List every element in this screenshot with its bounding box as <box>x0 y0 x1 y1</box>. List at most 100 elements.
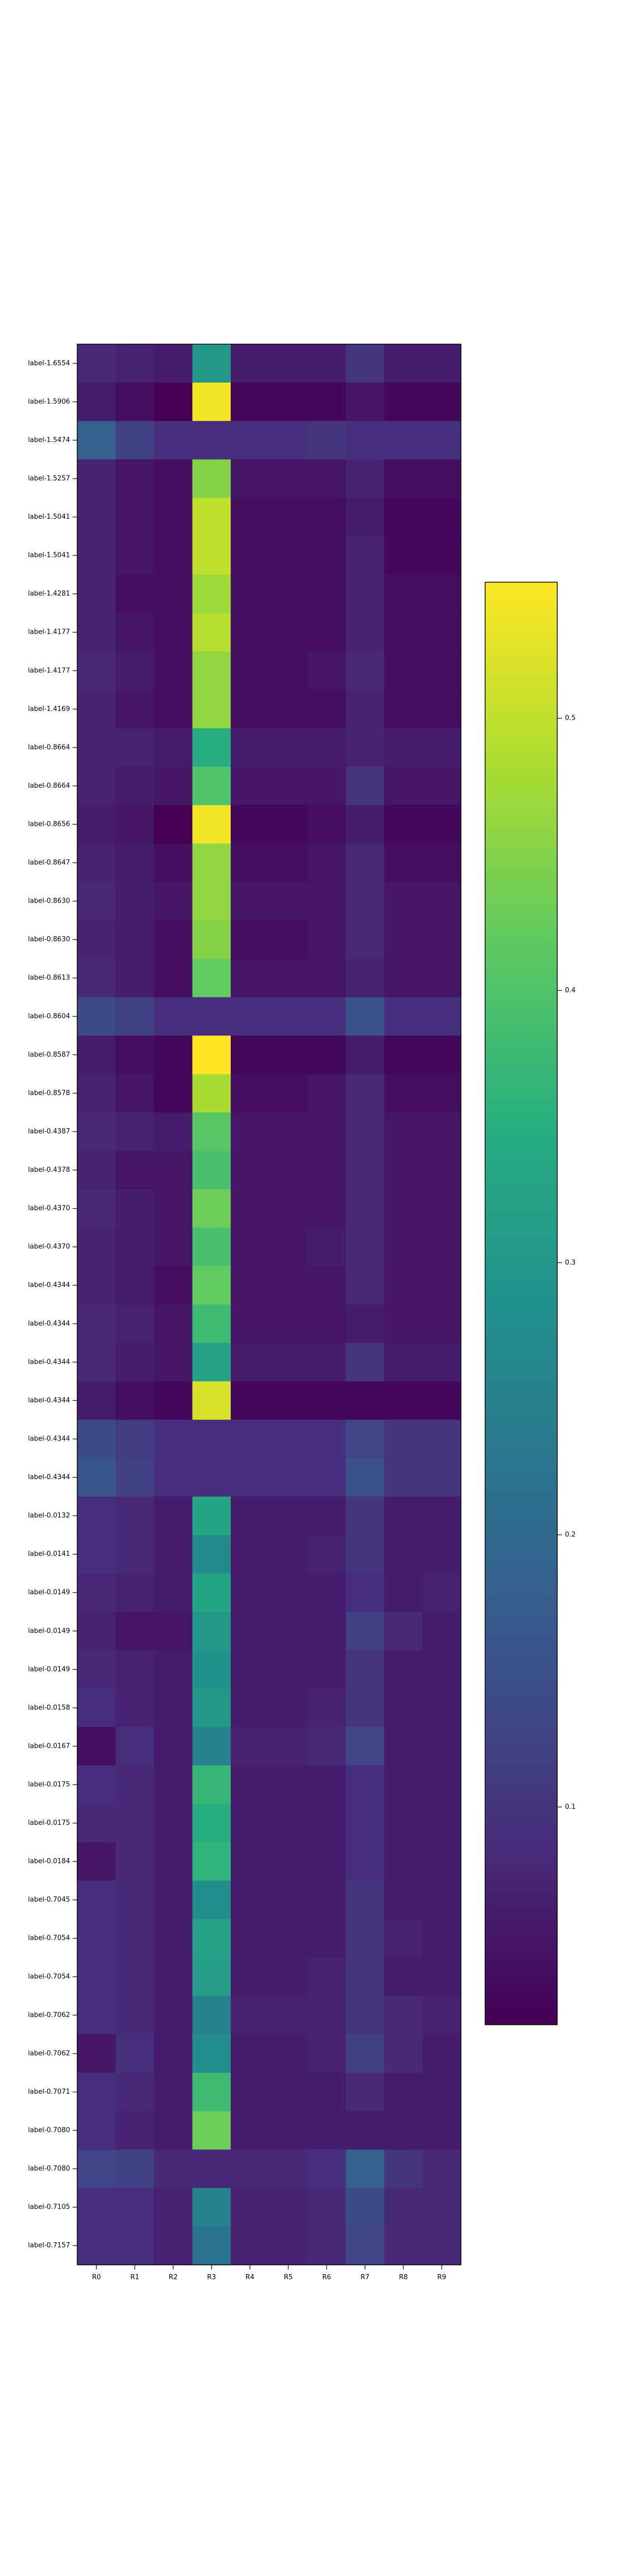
y-tick-label: label-0.0141 <box>28 1550 70 1558</box>
heatmap-cell <box>154 690 193 729</box>
heatmap-cell <box>115 1919 154 1958</box>
y-tick-label: label-0.7080 <box>28 2165 70 2173</box>
heatmap-cell <box>346 1612 385 1651</box>
heatmap-cell <box>346 1765 385 1804</box>
heatmap-cell <box>115 1150 154 1190</box>
heatmap-cell <box>154 1150 193 1190</box>
heatmap-cell <box>192 613 231 652</box>
heatmap-cell <box>154 613 193 652</box>
heatmap-cell <box>77 1227 116 1267</box>
heatmap-cell <box>192 1880 231 1920</box>
heatmap-cell <box>192 1381 231 1420</box>
heatmap-cell <box>346 805 385 844</box>
heatmap-cell <box>192 2149 231 2189</box>
heatmap-cell <box>231 498 270 537</box>
heatmap-cell <box>77 536 116 575</box>
heatmap-cell <box>346 1842 385 1881</box>
heatmap-cell <box>77 344 116 383</box>
y-tick-label: label-0.8613 <box>28 974 70 982</box>
heatmap-cell <box>115 805 154 844</box>
heatmap-cell <box>346 1419 385 1459</box>
heatmap-cell <box>384 1227 423 1267</box>
heatmap-cell <box>192 2188 231 2227</box>
heatmap-cell <box>269 1957 308 1996</box>
heatmap-cell <box>307 1496 347 1535</box>
heatmap-cell <box>77 882 116 921</box>
heatmap-cell <box>154 843 193 883</box>
y-tick-label: label-0.0132 <box>28 1512 70 1520</box>
heatmap-cell <box>422 651 461 690</box>
heatmap-cell <box>384 1112 423 1151</box>
heatmap-cell <box>422 574 461 614</box>
heatmap-cell <box>231 1573 270 1613</box>
heatmap-cell <box>307 1458 347 1497</box>
heatmap-cell <box>231 1381 270 1420</box>
heatmap-cell <box>307 1804 347 1843</box>
heatmap-cell <box>115 2188 154 2227</box>
heatmap-cell <box>154 2226 193 2265</box>
heatmap-cell <box>422 2073 461 2112</box>
heatmap-cell <box>384 690 423 729</box>
heatmap-cell <box>115 1842 154 1881</box>
heatmap-cell <box>192 767 231 806</box>
heatmap-cell <box>269 920 308 959</box>
heatmap-cell <box>307 1573 347 1613</box>
heatmap-cell <box>115 1189 154 1228</box>
heatmap-cell <box>307 1842 347 1881</box>
heatmap-cell <box>231 2111 270 2150</box>
heatmap-cell <box>154 1612 193 1651</box>
heatmap-cell <box>77 651 116 690</box>
heatmap-cell <box>422 920 461 959</box>
heatmap-cell <box>192 958 231 998</box>
x-tick-label: R5 <box>284 2274 293 2281</box>
heatmap-cell <box>231 574 270 614</box>
heatmap-cell <box>307 2034 347 2073</box>
heatmap-cell <box>307 1612 347 1651</box>
heatmap-cell <box>422 1842 461 1881</box>
y-tick-label: label-0.8656 <box>28 821 70 828</box>
y-tick-label: label-1.6554 <box>28 360 70 367</box>
heatmap-cell <box>346 1535 385 1574</box>
heatmap-cell <box>307 1381 347 1420</box>
heatmap-cell <box>154 882 193 921</box>
heatmap-cell <box>154 1343 193 1382</box>
heatmap-cell <box>192 459 231 498</box>
y-tick-label: label-0.0158 <box>28 1704 70 1711</box>
heatmap-cell <box>154 1074 193 1113</box>
heatmap-cell <box>77 767 116 806</box>
heatmap-cell <box>384 1496 423 1535</box>
heatmap-cell <box>192 382 231 421</box>
heatmap-cell <box>115 1996 154 2035</box>
heatmap-cell <box>115 690 154 729</box>
heatmap-cell <box>384 997 423 1036</box>
heatmap-cell <box>192 1112 231 1151</box>
heatmap-cell <box>269 1765 308 1804</box>
heatmap-cell <box>77 2073 116 2112</box>
heatmap-cell <box>192 1150 231 1190</box>
heatmap-cell <box>384 1419 423 1459</box>
heatmap-cell <box>192 1612 231 1651</box>
heatmap-cell <box>115 767 154 806</box>
heatmap-cell <box>269 805 308 844</box>
heatmap-cell <box>346 1727 385 1766</box>
heatmap-cell <box>422 1458 461 1497</box>
heatmap-cell <box>269 1343 308 1382</box>
heatmap-cell <box>154 344 193 383</box>
heatmap-cell <box>269 2034 308 2073</box>
heatmap-cell <box>154 1381 193 1420</box>
heatmap-cell <box>269 1727 308 1766</box>
heatmap-cell <box>422 459 461 498</box>
heatmap-cell <box>384 1266 423 1305</box>
colorbar-tick-label: 0.2 <box>565 1531 576 1539</box>
heatmap-cell <box>346 997 385 1036</box>
heatmap-cell <box>115 1573 154 1613</box>
heatmap-cell <box>115 1727 154 1766</box>
heatmap-cell <box>192 1688 231 1727</box>
y-tick-label: label-0.4344 <box>28 1320 70 1328</box>
heatmap-cell <box>231 2226 270 2265</box>
heatmap-cell <box>77 1842 116 1881</box>
y-tick-label: label-0.7062 <box>28 2011 70 2019</box>
heatmap-cell <box>154 1227 193 1267</box>
heatmap-cell <box>307 2188 347 2227</box>
heatmap-cell <box>231 805 270 844</box>
